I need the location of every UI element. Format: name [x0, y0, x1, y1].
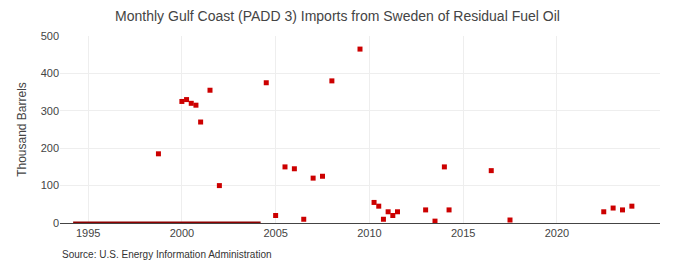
svg-text:300: 300 [41, 105, 59, 117]
svg-text:Source: U.S. Energy Informatio: Source: U.S. Energy Information Administ… [62, 249, 272, 260]
svg-text:Monthly Gulf Coast (PADD 3) Im: Monthly Gulf Coast (PADD 3) Imports from… [115, 8, 560, 24]
svg-text:500: 500 [41, 30, 59, 42]
svg-text:2015: 2015 [451, 227, 475, 239]
svg-text:Thousand Barrels: Thousand Barrels [15, 82, 29, 177]
svg-text:2010: 2010 [357, 227, 381, 239]
svg-text:2000: 2000 [170, 227, 194, 239]
svg-text:100: 100 [41, 179, 59, 191]
svg-text:2005: 2005 [263, 227, 287, 239]
svg-text:2020: 2020 [545, 227, 569, 239]
svg-text:1995: 1995 [76, 227, 100, 239]
svg-text:200: 200 [41, 142, 59, 154]
svg-text:400: 400 [41, 67, 59, 79]
svg-text:0: 0 [53, 217, 59, 229]
